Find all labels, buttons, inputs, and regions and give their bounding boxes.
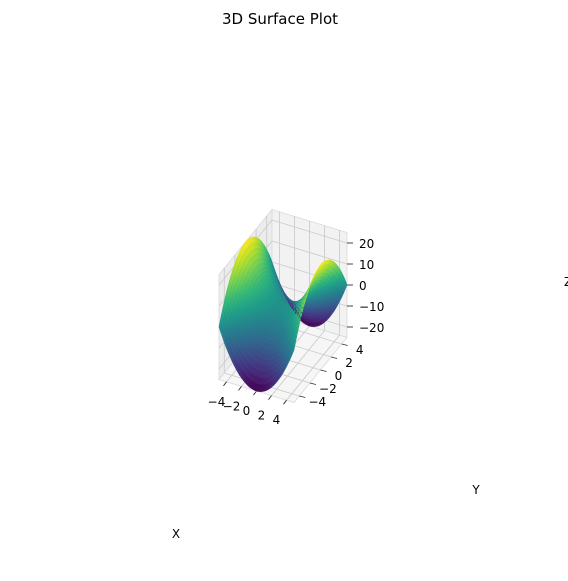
x-axis-label: X [172,527,180,541]
y-tick-3-mark [330,356,338,359]
x-tick-3-label: 2 [258,409,266,423]
y-tick-4-label: 4 [356,343,364,357]
y-tick-1-label: −2 [319,382,337,396]
x-tick-3-mark [268,395,272,400]
y-tick-0-label: −4 [308,395,326,409]
z-tick-3-label: 10 [359,258,374,272]
surface-mesh [218,236,348,392]
grid-back-z-4 [271,219,348,244]
x-tick-1-label: −2 [223,399,241,413]
chart-title: 3D Surface Plot [222,10,338,28]
x-tick-2-mark [253,390,257,396]
y-tick-2-mark [320,369,327,372]
z-tick-0-label: −20 [359,321,384,335]
y-tick-1-mark [309,382,317,385]
z-tick-4-label: 20 [359,237,374,251]
x-tick-2-label: 0 [243,404,251,418]
y-tick-2-label: 0 [335,369,343,383]
z-axis-label: Z [564,275,568,289]
surface-facet [311,322,316,327]
surface-facet [259,384,264,392]
y-tick-3-label: 2 [345,356,353,370]
z-tick-1-label: −10 [359,300,384,314]
x-tick-0-mark [223,381,227,387]
z-tick-2-label: 0 [359,279,367,293]
y-tick-4-mark [341,343,348,346]
y-tick-0-mark [299,395,306,398]
grid-back-z-3 [271,240,348,265]
x-tick-0-label: −4 [208,395,226,409]
x-tick-4-mark [283,399,287,405]
x-tick-4-label: 4 [273,413,281,427]
x-tick-1-mark [238,386,242,391]
y-axis-label: Y [471,483,480,497]
